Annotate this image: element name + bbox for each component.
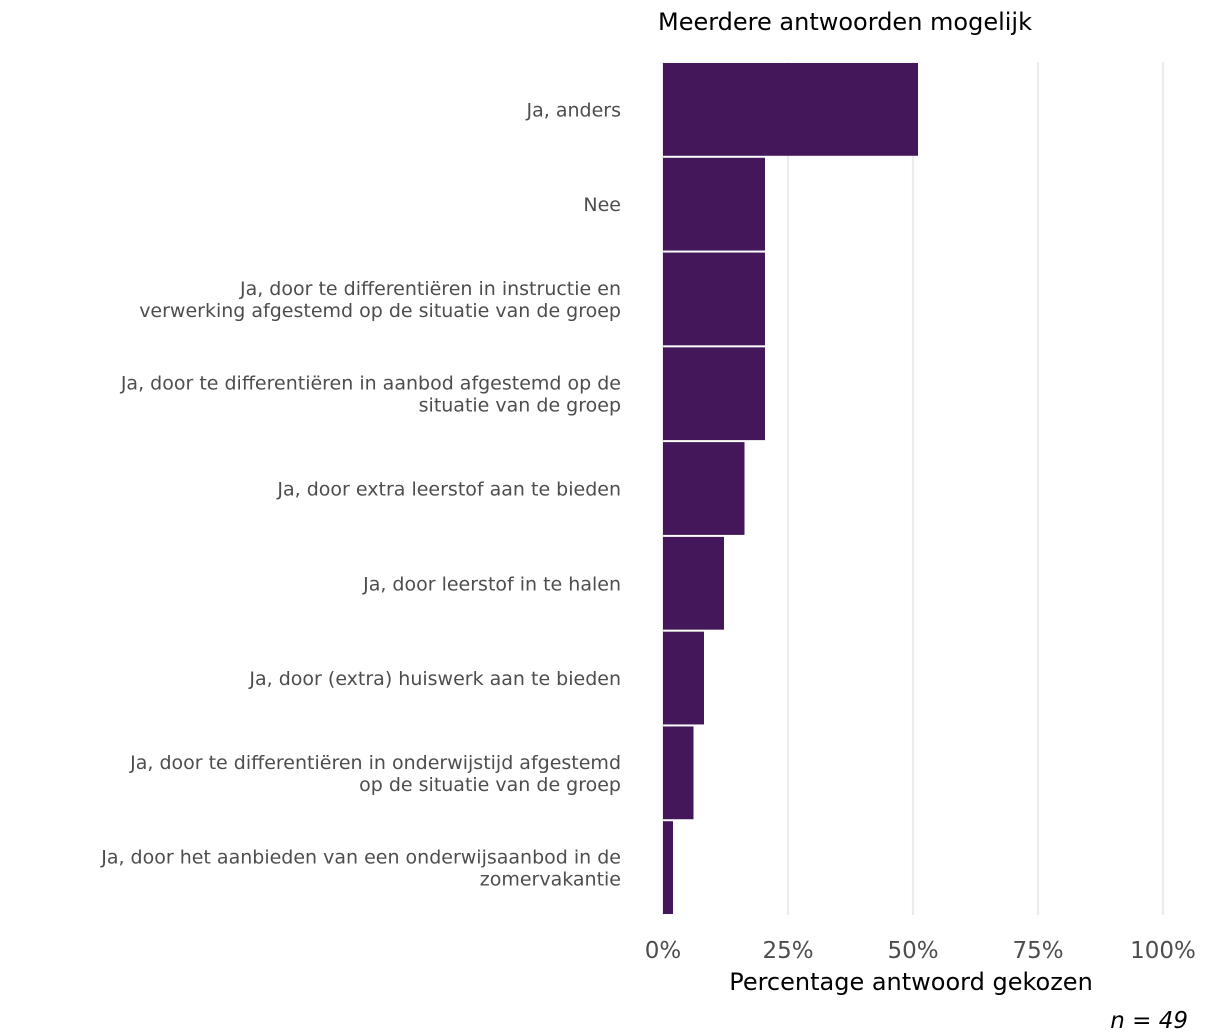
bar	[663, 347, 765, 441]
bar	[663, 63, 918, 156]
chart-subtitle: Meerdere antwoorden mogelijk	[658, 8, 1032, 36]
category-label: Ja, door te differentiëren in aanbod afg…	[120, 373, 621, 417]
x-tick-label: 25%	[762, 938, 813, 964]
bar	[663, 252, 765, 346]
bar	[663, 536, 724, 630]
bar	[663, 726, 694, 820]
category-label: Ja, door te differentiëren in onderwijst…	[129, 752, 621, 796]
x-tick-label: 75%	[1012, 938, 1063, 964]
category-label: Ja, door (extra) huiswerk aan te bieden	[248, 668, 621, 690]
bars	[663, 63, 918, 914]
bar	[663, 631, 704, 725]
category-labels: Ja, anders Nee Ja, door te differentiëren …	[100, 99, 621, 890]
bar	[663, 821, 673, 914]
category-label: Ja, anders	[526, 99, 621, 121]
x-axis-title: Percentage antwoord gekozen	[729, 968, 1093, 996]
x-tick-label: 100%	[1130, 938, 1196, 964]
x-tick-label: 0%	[645, 938, 682, 964]
category-label: Ja, door extra leerstof aan te bieden	[276, 479, 621, 501]
bar	[663, 442, 745, 535]
category-label: Ja, door het aanbieden van een onderwijs…	[100, 847, 621, 891]
category-label: Nee	[583, 194, 621, 216]
category-label: Ja, door leerstof in te halen	[362, 573, 621, 595]
x-tick-label: 50%	[887, 938, 938, 964]
bar	[663, 157, 765, 251]
sample-size-caption: n = 49	[1110, 1008, 1188, 1034]
category-label: Ja, door te differentiëren in instructie…	[139, 278, 621, 322]
x-axis-ticks: 0% 25% 50% 75% 100%	[645, 938, 1196, 964]
